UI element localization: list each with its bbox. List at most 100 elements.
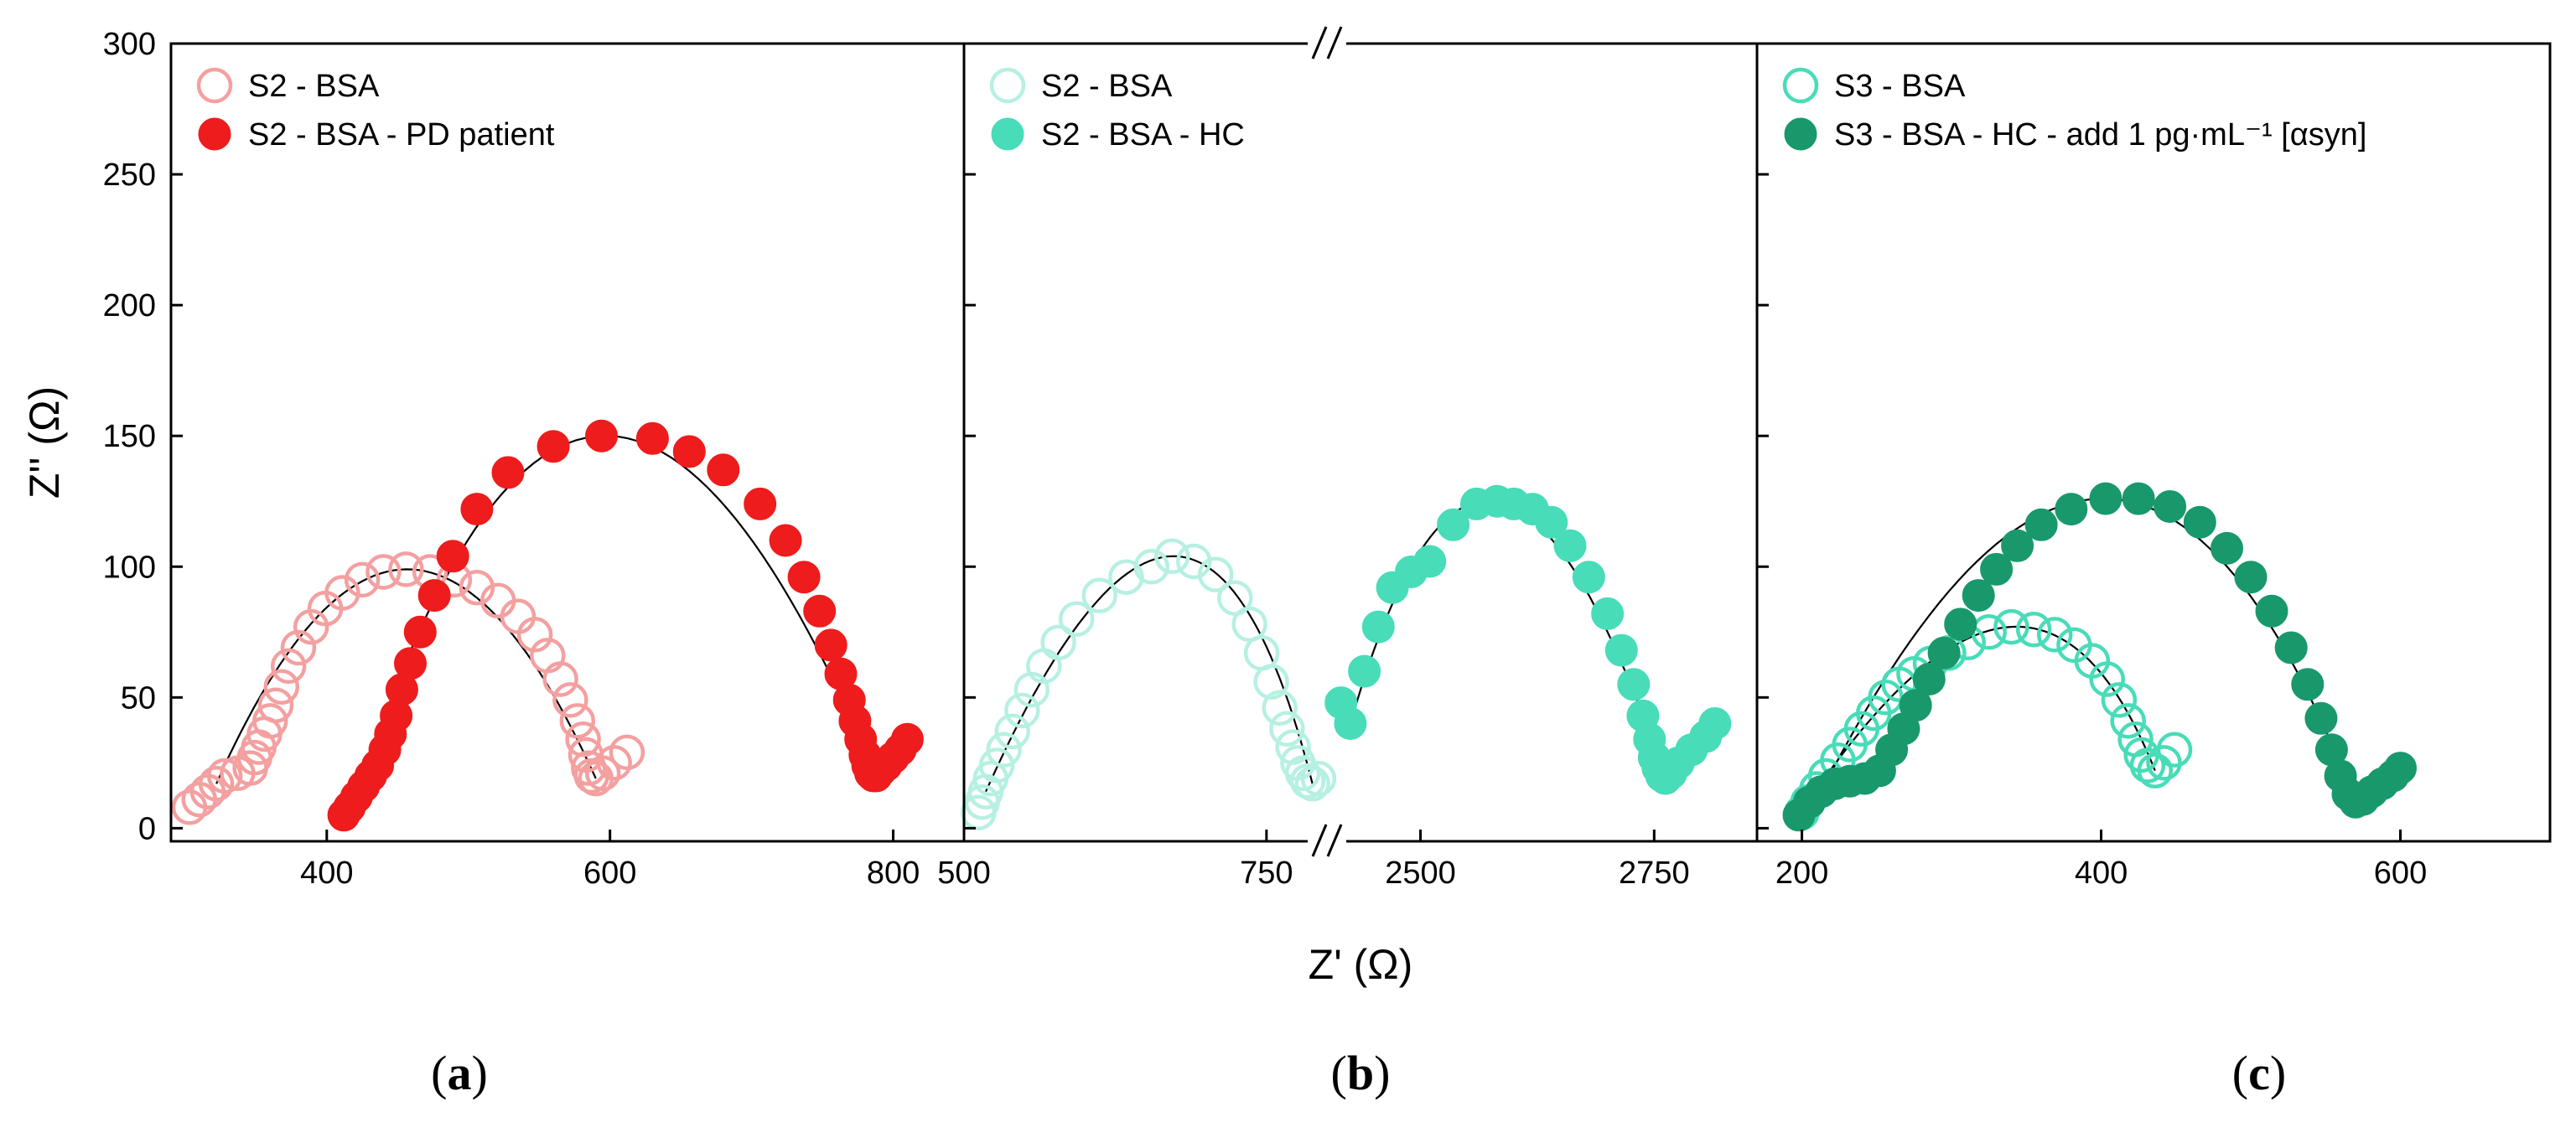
point-b-s0-23	[1269, 711, 1305, 747]
point-c-s1-20	[2154, 490, 2187, 523]
point-b-s0-10	[1040, 624, 1076, 661]
legend-marker-c-1	[1784, 117, 1817, 151]
legend-c: S3 - BSA S3 - BSA - HC - add 1 pg·mL⁻¹ [α…	[1782, 67, 2366, 153]
point-b-s1-14	[1572, 561, 1605, 594]
panel-label-b-letter: b	[1347, 1046, 1374, 1100]
point-c-s1-12	[1944, 608, 1977, 641]
point-b-s0-6	[994, 713, 1030, 750]
y-axis: 0 50 100 150 200 250 300	[103, 27, 1769, 846]
point-b-s1-16	[1604, 633, 1638, 667]
point-b-s1-3	[1361, 610, 1395, 644]
axis-break-slash-top-2	[1326, 26, 1343, 59]
point-a-s0-14	[280, 629, 317, 666]
legend-marker-c-0	[1782, 67, 1819, 104]
x-tick-label-b-0: 500	[937, 856, 990, 891]
legend-marker-b-0	[989, 67, 1026, 104]
y-tick-label-6: 300	[103, 27, 156, 62]
point-b-s0-29	[1300, 760, 1337, 797]
point-a-s1-16	[536, 430, 570, 463]
panel-label-b-open: (	[1331, 1046, 1347, 1100]
point-a-s1-12	[417, 579, 451, 613]
ticks-c: 200 400 600	[1775, 830, 2427, 891]
point-c-s0-26	[2137, 752, 2174, 789]
point-c-s0-16	[2015, 611, 2052, 648]
point-b-s1-2	[1348, 654, 1381, 688]
point-a-s0-18	[344, 561, 381, 598]
point-a-s0-38	[609, 734, 645, 771]
y-axis-title: Z'' (Ω)	[21, 386, 68, 499]
x-tick-label-c-0: 200	[1775, 856, 1828, 891]
point-a-s1-13	[436, 540, 469, 573]
data-marks-b	[961, 484, 1732, 830]
point-a-s1-18	[635, 421, 669, 455]
point-a-s1-22	[769, 524, 802, 557]
legend-label-c-0: S3 - BSA	[1834, 69, 1966, 104]
panel-label-b-close: )	[1374, 1046, 1390, 1100]
point-b-s0-11	[1058, 601, 1095, 637]
point-b-s0-28	[1294, 766, 1330, 802]
point-c-s0-25	[2129, 747, 2166, 783]
point-a-s0-17	[324, 575, 360, 611]
panel-label-c-open: (	[2232, 1046, 2248, 1100]
y-tick-label-5: 250	[103, 158, 156, 193]
point-c-s1-19	[2122, 482, 2155, 515]
point-a-s0-20	[388, 551, 424, 587]
point-a-s1-11	[403, 615, 437, 649]
point-c-s1-13	[1962, 579, 1995, 613]
legend-label-b-0: S2 - BSA	[1041, 69, 1173, 104]
ticks-b: 500 750 2500 2750	[937, 830, 1690, 891]
point-b-s1-12	[1535, 505, 1568, 539]
point-c-s0-20	[2089, 661, 2125, 697]
axis-break-slash-bottom-1	[1311, 824, 1328, 857]
x-tick-label-c-2: 600	[2374, 856, 2427, 891]
point-c-s1-27	[2304, 701, 2338, 735]
point-b-s1-13	[1553, 529, 1587, 562]
point-a-s1-10	[394, 647, 427, 680]
point-b-s1-15	[1591, 597, 1625, 630]
point-a-s0-29	[552, 682, 588, 718]
point-a-s0-13	[270, 648, 307, 685]
panel-label-c: (c)	[2232, 1046, 2286, 1100]
point-b-s0-7	[1004, 692, 1040, 729]
point-c-s1-36	[2384, 752, 2417, 785]
x-tick-label-a-0: 400	[300, 856, 353, 891]
legend-label-b-1: S2 - BSA - HC	[1041, 117, 1245, 153]
x-tick-label-a-1: 600	[583, 856, 636, 891]
point-a-s0-4	[206, 757, 243, 794]
point-a-s0-26	[516, 617, 553, 653]
point-b-s0-12	[1081, 577, 1117, 613]
point-a-s1-20	[707, 453, 740, 487]
point-b-s0-22	[1262, 690, 1298, 726]
ticks-a: 400 600 800	[300, 830, 920, 891]
point-a-s1-39	[890, 722, 924, 756]
point-a-s1-14	[460, 493, 494, 526]
point-a-s0-19	[365, 554, 402, 590]
point-c-s1-9	[1899, 689, 1932, 722]
point-c-s1-15	[2001, 529, 2034, 562]
point-b-s1-17	[1617, 668, 1651, 701]
point-c-s1-10	[1912, 663, 1946, 695]
panel-label-b: (b)	[1331, 1046, 1391, 1100]
point-b-s0-26	[1284, 755, 1321, 792]
x-axis-title: Z' (Ω)	[1309, 941, 1413, 988]
y-tick-label-1: 50	[121, 680, 156, 716]
legend-marker-a-0	[196, 67, 233, 104]
point-a-s1-21	[744, 487, 777, 520]
axis-break-slash-bottom-2	[1326, 824, 1343, 857]
point-a-s0-28	[542, 661, 578, 697]
data-marks-a	[171, 419, 924, 832]
point-b-s0-4	[978, 747, 1015, 783]
point-a-s1-15	[491, 456, 525, 489]
panel-label-a-open: (	[431, 1046, 447, 1100]
point-a-s1-19	[672, 435, 706, 468]
axis-break-marks	[1308, 25, 1346, 860]
point-b-s0-14	[1133, 549, 1169, 585]
legend-b: S2 - BSA S2 - BSA - HC	[989, 67, 1245, 153]
point-b-s0-21	[1253, 664, 1289, 700]
point-b-s1-7	[1437, 508, 1470, 541]
x-tick-label-b-2: 2500	[1385, 856, 1456, 891]
data-marks-c	[1782, 482, 2417, 832]
panel-label-c-close: )	[2270, 1046, 2286, 1100]
fit-curve-c-0	[1816, 625, 2156, 790]
